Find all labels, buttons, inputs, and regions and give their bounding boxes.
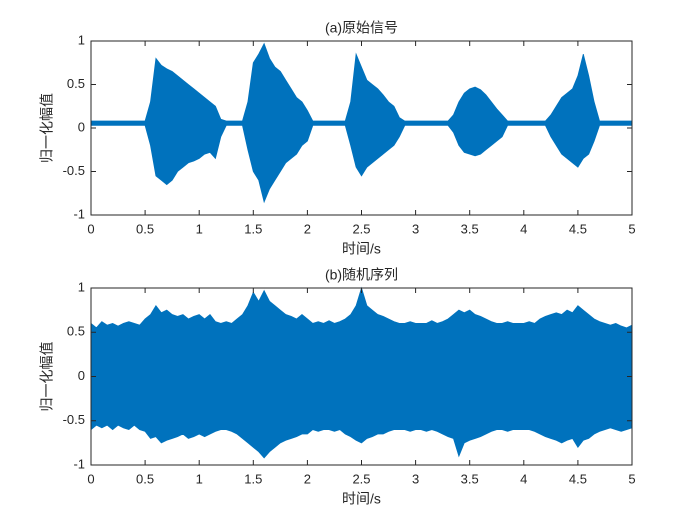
y-tick-label: -0.5 <box>63 412 85 427</box>
x-tick-label: 1.5 <box>244 221 262 236</box>
x-tick-label: 3 <box>412 221 419 236</box>
x-tick-label: 5 <box>628 221 635 236</box>
y-tick-label: 0.5 <box>67 324 85 339</box>
x-tick-label: 5 <box>628 471 635 486</box>
y-axis-label: 归一化幅值 <box>39 342 55 412</box>
y-tick-label: 0 <box>78 119 85 134</box>
x-tick-label: 0.5 <box>136 221 154 236</box>
x-tick-label: 1 <box>196 471 203 486</box>
x-tick-label: 0.5 <box>136 471 154 486</box>
x-tick-label: 4.5 <box>569 471 587 486</box>
y-tick-label: -0.5 <box>63 163 85 178</box>
y-tick-label: 1 <box>78 32 85 47</box>
x-tick-label: 3.5 <box>461 471 479 486</box>
x-tick-label: 3.5 <box>461 221 479 236</box>
x-tick-label: 1.5 <box>244 471 262 486</box>
y-tick-label: 0.5 <box>67 76 85 91</box>
x-axis-label: 时间/s <box>342 241 381 257</box>
y-tick-label: -1 <box>73 456 85 471</box>
x-tick-label: 4.5 <box>569 221 587 236</box>
y-axis-label: 归一化幅值 <box>39 93 55 163</box>
x-tick-label: 3 <box>412 471 419 486</box>
x-tick-label: 2 <box>304 471 311 486</box>
x-tick-label: 4 <box>520 471 527 486</box>
chart-title: (b)随机序列 <box>325 267 398 283</box>
y-tick-label: -1 <box>73 206 85 221</box>
y-tick-label: 1 <box>78 279 85 294</box>
x-tick-label: 4 <box>520 221 527 236</box>
x-tick-label: 2.5 <box>352 471 370 486</box>
x-tick-label: 2.5 <box>352 221 370 236</box>
y-tick-label: 0 <box>78 368 85 383</box>
chart-title: (a)原始信号 <box>325 20 398 36</box>
x-tick-label: 2 <box>304 221 311 236</box>
x-tick-label: 1 <box>196 221 203 236</box>
x-tick-label: 0 <box>87 471 94 486</box>
x-tick-label: 0 <box>87 221 94 236</box>
x-axis-label: 时间/s <box>342 491 381 507</box>
